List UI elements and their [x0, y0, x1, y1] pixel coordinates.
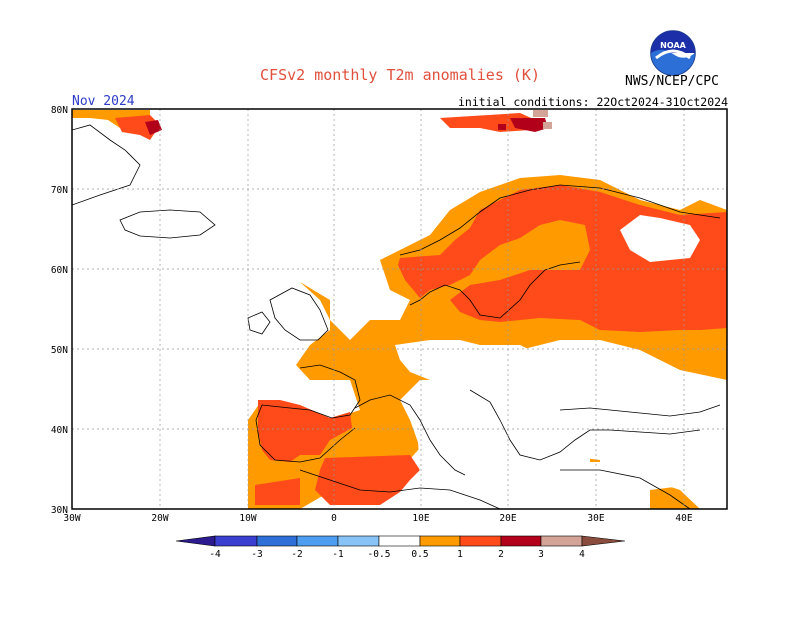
colorbar-cell — [337, 535, 380, 547]
lat-tick-label: 60N — [51, 265, 68, 276]
colorbar — [175, 535, 626, 547]
colorbar-label: -4 — [209, 549, 221, 560]
valid-month: Nov 2024 — [72, 94, 135, 109]
colorbar-label: 0.5 — [411, 549, 428, 560]
colorbar-label: 2 — [498, 549, 504, 560]
colorbar-cell — [581, 535, 626, 547]
noaa-logo-text: NOAA — [660, 41, 686, 50]
colorbar-label: -3 — [251, 549, 262, 560]
lon-tick-label: 0 — [331, 513, 337, 524]
lat-tick-label: 50N — [51, 345, 68, 356]
lat-tick-label: 70N — [51, 185, 68, 196]
lon-tick-label: 30W — [63, 513, 80, 524]
lon-tick-label: 30E — [587, 513, 604, 524]
colorbar-cell — [419, 535, 461, 547]
colorbar-cell — [175, 535, 216, 547]
lon-axis: 30W 20W 10W 0 10E 20E 30E 40E — [63, 513, 692, 524]
initial-conditions: initial conditions: 22Oct2024-31Oct2024 — [457, 95, 728, 109]
colorbar-cell — [296, 535, 339, 547]
colorbar-label: -1 — [332, 549, 344, 560]
colorbar-cell — [500, 535, 542, 547]
colorbar-cell — [214, 535, 258, 547]
lon-tick-label: 20E — [499, 513, 516, 524]
anomaly-fields — [72, 110, 727, 509]
colorbar-cell — [378, 535, 421, 547]
lon-tick-label: 20W — [151, 513, 168, 524]
lon-tick-label: 10E — [412, 513, 429, 524]
colorbar-label: 1 — [457, 549, 463, 560]
lat-tick-label: 40N — [51, 425, 68, 436]
agency-label: NWS/NCEP/CPC — [625, 74, 719, 89]
colorbar-labels: -4 -3 -2 -1 -0.5 0.5 1 2 3 4 — [209, 549, 585, 560]
anomaly-neutral — [395, 215, 727, 509]
colorbar-cell — [256, 535, 298, 547]
lon-tick-label: 10W — [239, 513, 256, 524]
graticule — [72, 109, 727, 509]
colorbar-label: 4 — [579, 549, 585, 560]
lat-tick-label: 30N — [51, 505, 68, 516]
lat-tick-label: 80N — [51, 105, 68, 116]
colorbar-label: 3 — [538, 549, 544, 560]
anomaly-darkred — [145, 118, 548, 135]
lat-axis: 30N 40N 50N 60N 70N 80N — [51, 105, 68, 516]
map-frame — [71, 108, 728, 510]
noaa-logo-icon: NOAA — [650, 30, 696, 80]
colorbar-label: -2 — [291, 549, 302, 560]
colorbar-label: -0.5 — [368, 549, 391, 560]
page-title: CFSv2 monthly T2m anomalies (K) — [260, 66, 540, 84]
colorbar-cell — [459, 535, 502, 547]
lon-tick-label: 40E — [675, 513, 692, 524]
colorbar-cell — [540, 535, 583, 547]
coastlines — [72, 124, 721, 509]
anomaly-rosy — [533, 110, 552, 129]
